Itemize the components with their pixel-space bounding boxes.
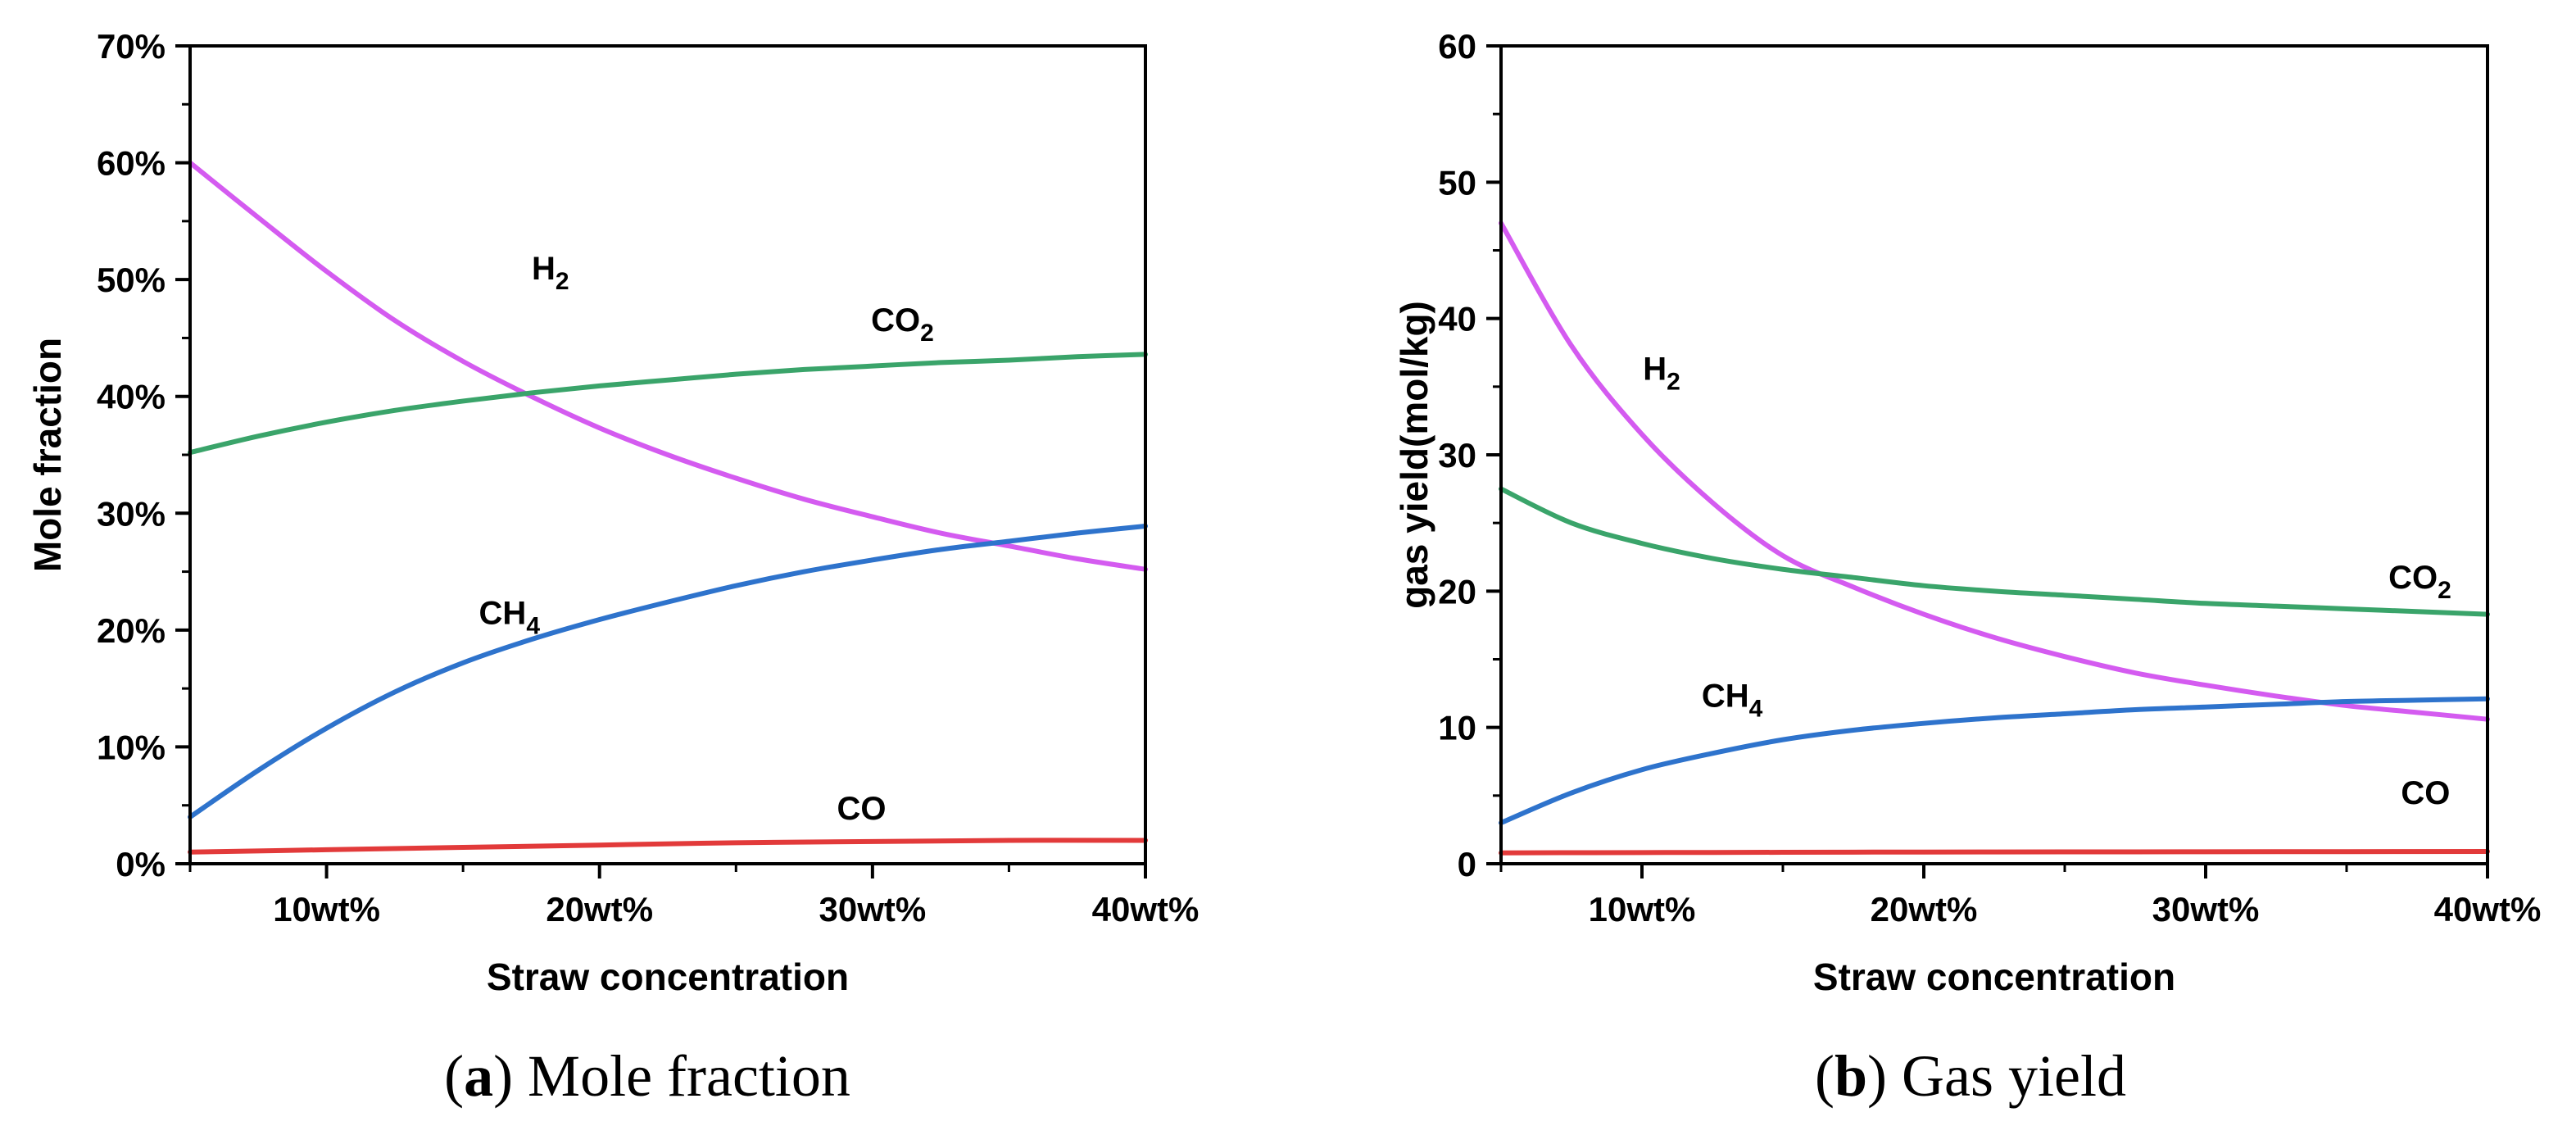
y-tick-label: 40%: [97, 378, 166, 416]
series-line-ch4: [188, 523, 1148, 819]
x-axis-title-a: Straw concentration: [487, 956, 849, 998]
plot-area-frame-b: [1499, 44, 2489, 865]
y-tick-label: 0: [1458, 845, 1476, 883]
x-tick-label: 10wt%: [1589, 890, 1696, 928]
y-tick-label: 20%: [97, 611, 166, 650]
caption-letter-b: b: [1834, 1043, 1867, 1109]
series-label-co: CO: [2401, 775, 2450, 811]
series-line-co2: [188, 352, 1148, 456]
x-tick-label: 40wt%: [1092, 890, 1200, 928]
series-label-subscript: 4: [526, 613, 540, 640]
series-label-co2: CO2: [2388, 560, 2451, 604]
y-tick-label: 20: [1438, 572, 1476, 611]
chart-panel-a: 10wt% 20wt% 30wt% 40wt% 0% 10% 20% 30% 40% 50% 60%…: [26, 27, 1199, 1109]
series-label-main: H: [532, 251, 556, 287]
caption-letter-a: a: [464, 1043, 493, 1109]
series-label-main: CO: [2401, 775, 2450, 811]
series-label-co: CO: [837, 791, 887, 827]
series-label-main: CO: [2388, 560, 2438, 596]
series-label-ch4: CH4: [479, 596, 541, 640]
x-tick-label: 30wt%: [819, 890, 926, 928]
y-tick-label: 40: [1438, 300, 1476, 338]
y-tick-label: 10: [1438, 709, 1476, 747]
series-line-co2: [1499, 486, 2490, 617]
x-tick-label: 10wt%: [273, 890, 380, 928]
y-tick-label: 70%: [97, 27, 166, 66]
series-layer-a: [188, 160, 1148, 855]
series-label-subscript: 2: [2438, 577, 2451, 604]
series-line-h2: [188, 160, 1148, 572]
x-axis-title-b: Straw concentration: [1813, 956, 2175, 998]
series-line-h2: [1499, 220, 2490, 722]
caption-text-a: Mole fraction: [528, 1043, 850, 1109]
series-label-subscript: 4: [1749, 696, 1763, 723]
series-label-co2: CO2: [871, 302, 934, 347]
series-line-co: [188, 838, 1148, 855]
y-tick-label: 60%: [97, 144, 166, 183]
series-line-co: [1499, 849, 2490, 856]
x-tick-label: 20wt%: [546, 890, 653, 928]
caption-b: (b) Gas yield: [1815, 1043, 2126, 1109]
x-tick-label: 20wt%: [1871, 890, 1978, 928]
y-axis-title-a: Mole fraction: [26, 338, 69, 572]
y-axis-title-b: gas yield(mol/kg): [1393, 301, 1435, 609]
y-tick-label: 30%: [97, 494, 166, 533]
series-label-ch4: CH4: [1702, 679, 1763, 723]
series-label-main: CH: [479, 596, 527, 632]
series-layer-b: [1499, 220, 2490, 856]
caption-a: (a) Mole fraction: [444, 1043, 850, 1109]
series-label-subscript: 2: [920, 320, 934, 347]
series-label-subscript: 2: [1667, 369, 1680, 396]
series-label-main: H: [1643, 352, 1667, 388]
axes-b: 10wt% 20wt% 30wt% 40wt% 0 10 20 30 40 50 60: [1438, 27, 2541, 928]
y-tick-label: 50: [1438, 163, 1476, 202]
y-tick-label: 50%: [97, 261, 166, 299]
y-tick-label: 30: [1438, 436, 1476, 474]
x-tick-label: 30wt%: [2152, 890, 2260, 928]
y-tick-label: 0%: [116, 845, 166, 883]
series-label-h2: H2: [1643, 352, 1680, 396]
series-label-main: CO: [837, 791, 887, 827]
series-line-ch4: [1499, 696, 2490, 826]
series-label-h2: H2: [532, 251, 569, 295]
series-label-subscript: 2: [556, 268, 569, 295]
series-label-main: CO: [871, 302, 920, 338]
caption-text-b: Gas yield: [1902, 1043, 2126, 1109]
y-tick-label: 10%: [97, 728, 166, 766]
series-label-main: CH: [1702, 679, 1749, 715]
axes-a: 10wt% 20wt% 30wt% 40wt% 0% 10% 20% 30% 40% 50% 60%…: [97, 27, 1199, 928]
y-tick-label: 60: [1438, 27, 1476, 66]
x-tick-label: 40wt%: [2434, 890, 2542, 928]
